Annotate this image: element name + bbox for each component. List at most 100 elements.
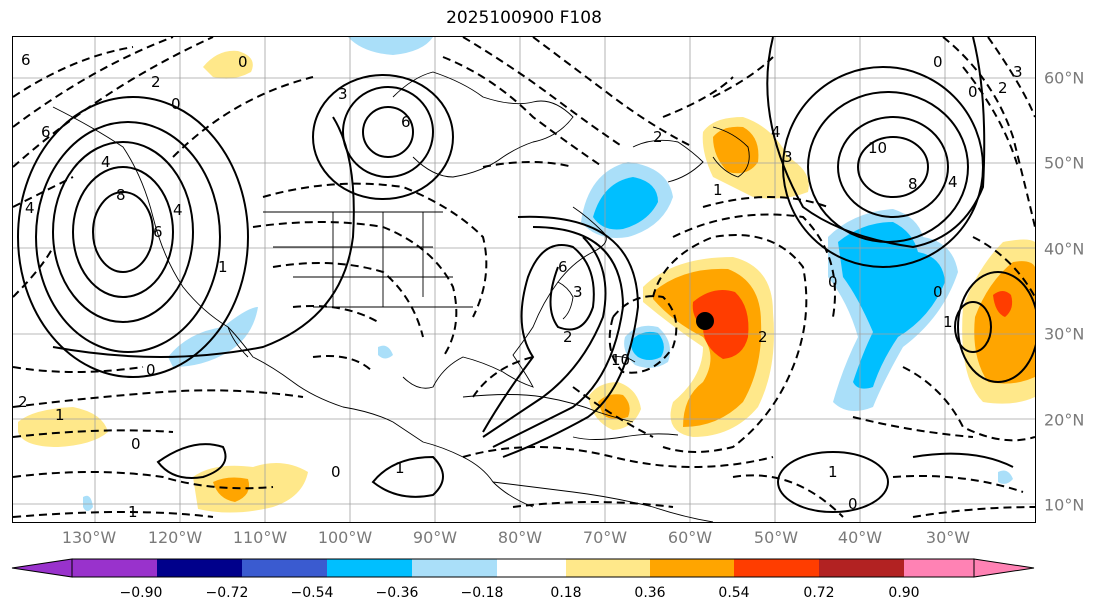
- contour-label: 3: [1013, 63, 1023, 81]
- colorbar-tick: 0.36: [634, 585, 666, 601]
- colorbar-tick: 0.90: [888, 585, 920, 601]
- colorbar-tick: −0.36: [375, 585, 419, 601]
- shading-layer: [18, 37, 1035, 513]
- contour-label: 4: [173, 201, 183, 219]
- contour-label: 0: [238, 53, 248, 71]
- longitude-label: 90°W: [412, 528, 458, 547]
- colorbar-segment: [327, 559, 412, 577]
- contour-label: 3: [783, 148, 793, 166]
- contour-label: 0: [968, 83, 978, 101]
- contour-label: 0: [331, 463, 341, 481]
- contour-label: 0: [146, 361, 156, 379]
- contour-label: 2: [151, 73, 161, 91]
- contour-label: 6: [41, 123, 51, 141]
- longitude-label: 40°W: [837, 528, 883, 547]
- latitude-label: 30°N: [1044, 324, 1085, 344]
- colorbar-segment: [904, 559, 974, 577]
- shade-yellow-southwest: [18, 407, 108, 447]
- contour-label: 1: [713, 181, 723, 199]
- colorbar-tick: −0.54: [290, 585, 334, 601]
- dashed-contours: [13, 37, 1035, 518]
- colorbar-tick: 0.72: [803, 585, 835, 601]
- solid-contours: [17, 37, 1035, 513]
- contour-label: 1: [218, 258, 228, 276]
- latitude-label: 10°N: [1044, 495, 1085, 515]
- map-panel: 6 2 0 4 6 4 8 6 4 1 3 0 6 2 10 3 4 1 8 6…: [12, 36, 1036, 523]
- colorbar-segment: [650, 559, 734, 577]
- latitude-label: 40°N: [1044, 239, 1085, 259]
- contour-label: 1: [395, 459, 405, 477]
- contour-label: 1: [828, 463, 838, 481]
- longitude-label: 80°W: [497, 528, 543, 547]
- contour-label: 0: [933, 283, 943, 301]
- colorbar-tick: 0.18: [550, 585, 582, 601]
- contour-label: 2: [758, 328, 768, 346]
- colorbar-tick: −0.18: [460, 585, 504, 601]
- shade-orange-newfoundland: [713, 126, 759, 174]
- contour-label: 1: [55, 406, 65, 424]
- contour-label: 4: [101, 153, 111, 171]
- contour-label: 8: [908, 175, 918, 193]
- contour-label: 4: [771, 123, 781, 141]
- contour-label: 8: [116, 186, 126, 204]
- colorbar-extend-low: [11, 558, 73, 578]
- colorbar-segment: [412, 559, 497, 577]
- contour-label: 6: [153, 223, 163, 241]
- longitude-label: 110°W: [232, 528, 288, 547]
- longitude-label: 130°W: [61, 528, 117, 547]
- shade-red-east: [993, 291, 1013, 317]
- map-canvas: 6 2 0 4 6 4 8 6 4 1 3 0 6 2 10 3 4 1 8 6…: [13, 37, 1035, 522]
- colorbar-tick: −0.90: [119, 585, 163, 601]
- contour-label: 6: [401, 113, 411, 131]
- storm-center-marker: [696, 312, 714, 330]
- colorbar-segment: [734, 559, 819, 577]
- colorbar-segment: [819, 559, 904, 577]
- colorbar-extend-high: [973, 558, 1035, 578]
- contour-label: 4: [948, 173, 958, 191]
- contour-label: 2: [653, 128, 663, 146]
- shade-cyan-bahamas: [631, 331, 664, 360]
- contour-label: 10: [611, 351, 630, 369]
- longitude-label: 30°W: [925, 528, 971, 547]
- contour-label: 0: [171, 95, 181, 113]
- contour-label: 6: [558, 258, 568, 276]
- contour-label: 0: [828, 273, 838, 291]
- contour-label: 0: [848, 495, 858, 513]
- contour-label: 6: [21, 51, 31, 69]
- shade-yellow-nw: [203, 50, 253, 79]
- longitude-label: 50°W: [753, 528, 799, 547]
- colorbar-tick: −0.72: [205, 585, 249, 601]
- contour-label: 0: [131, 435, 141, 453]
- latitude-label: 50°N: [1044, 153, 1085, 173]
- map-title: 2025100900 F108: [446, 8, 602, 28]
- coastlines: [52, 71, 750, 522]
- longitude-label: 120°W: [147, 528, 203, 547]
- colorbar-segment: [242, 559, 327, 577]
- shade-blue-south-right: [998, 470, 1013, 484]
- shade-cyan-atlantic: [838, 222, 945, 389]
- shade-orange-east: [974, 261, 1035, 384]
- latitude-label: 60°N: [1044, 68, 1085, 88]
- shade-light-blue-north: [348, 37, 433, 55]
- colorbar-tick: 0.54: [718, 585, 750, 601]
- shade-orange-south-pacific: [213, 477, 250, 502]
- contour-label: 10: [868, 139, 887, 157]
- colorbar-segment: [157, 559, 242, 577]
- longitude-label: 70°W: [582, 528, 628, 547]
- shade-red-storm: [692, 289, 749, 359]
- contour-label: 2: [563, 328, 573, 346]
- shade-cyan-northeast: [593, 177, 658, 230]
- contour-label: 1: [943, 313, 953, 331]
- contour-label: 3: [338, 85, 348, 103]
- longitude-label: 60°W: [667, 528, 713, 547]
- colorbar-segment: [566, 559, 650, 577]
- contour-label-layer: 6 2 0 4 6 4 8 6 4 1 3 0 6 2 10 3 4 1 8 6…: [18, 51, 1023, 521]
- longitude-label: 100°W: [317, 528, 373, 547]
- contour-label: 0: [933, 53, 943, 71]
- contour-label: 3: [573, 283, 583, 301]
- colorbar-segment: [497, 559, 566, 577]
- contour-label: 2: [18, 393, 28, 411]
- shade-blue-south-left: [83, 495, 93, 511]
- contour-label: 2: [998, 79, 1008, 97]
- shade-blue-mexico: [378, 345, 393, 359]
